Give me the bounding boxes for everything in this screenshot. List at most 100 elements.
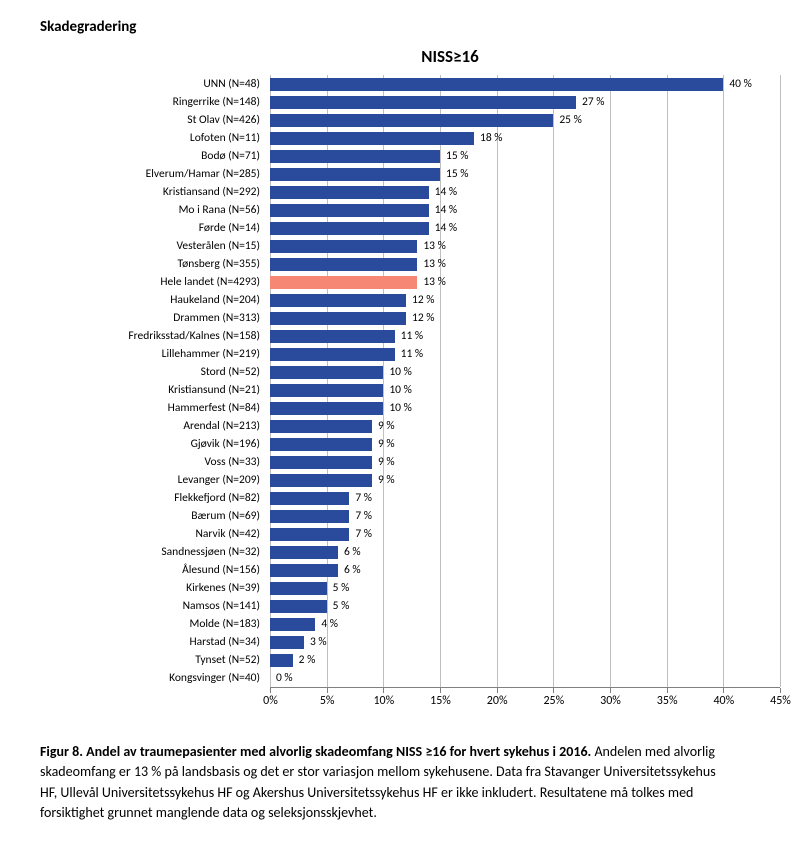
bar (270, 654, 293, 667)
bar-value-label: 7 % (355, 525, 372, 543)
bar (270, 294, 406, 307)
bar-value-label: 15 % (446, 165, 468, 183)
x-tick-label: 30% (600, 694, 621, 708)
y-axis-label: Gjøvik (N=196) (95, 435, 265, 453)
x-tick: 35% (667, 688, 668, 693)
bar-track: 40 % (270, 75, 780, 93)
x-tick: 30% (610, 688, 611, 693)
y-axis-label: Bodø (N=71) (95, 147, 265, 165)
x-tick-mark (723, 688, 724, 693)
bar-track: 4 % (270, 615, 780, 633)
bar (270, 168, 440, 181)
y-axis-label: Hammerfest (N=84) (95, 399, 265, 417)
chart-row: Lofoten (N=11)18 % (270, 129, 780, 147)
chart-row: St Olav (N=426)25 % (270, 111, 780, 129)
bar (270, 474, 372, 487)
chart-row: Voss (N=33)9 % (270, 453, 780, 471)
chart-title: NISS≥16 (100, 46, 800, 67)
bar (270, 312, 406, 325)
y-axis-label: St Olav (N=426) (95, 111, 265, 129)
y-axis-label: Namsos (N=141) (95, 597, 265, 615)
bar-track: 27 % (270, 93, 780, 111)
bar-value-label: 5 % (333, 579, 350, 597)
bar-value-label: 6 % (344, 561, 361, 579)
x-tick-mark (553, 688, 554, 693)
bar (270, 600, 327, 613)
bar-value-label: 14 % (435, 201, 457, 219)
x-tick-label: 35% (657, 694, 678, 708)
chart-row: UNN (N=48)40 % (270, 75, 780, 93)
bar-track: 14 % (270, 201, 780, 219)
bar-track: 13 % (270, 255, 780, 273)
chart-row: Narvik (N=42)7 % (270, 525, 780, 543)
grid-line (780, 75, 781, 687)
chart-row: Bodø (N=71)15 % (270, 147, 780, 165)
bar-track: 14 % (270, 219, 780, 237)
bar-value-label: 13 % (423, 237, 445, 255)
bar (270, 582, 327, 595)
chart-x-axis: 0%5%10%15%20%25%30%35%40%45% (270, 687, 780, 716)
y-axis-label: UNN (N=48) (95, 75, 265, 93)
bar (270, 222, 429, 235)
y-axis-label: Levanger (N=209) (95, 471, 265, 489)
bar-value-label: 11 % (401, 327, 423, 345)
bar-value-label: 27 % (582, 93, 604, 111)
bar-value-label: 12 % (412, 291, 434, 309)
chart-row: Ålesund (N=156)6 % (270, 561, 780, 579)
x-tick: 20% (497, 688, 498, 693)
x-tick-label: 45% (770, 694, 791, 708)
y-axis-label: Haukeland (N=204) (95, 291, 265, 309)
chart-row: Fredriksstad/Kalnes (N=158)11 % (270, 327, 780, 345)
bar-track: 12 % (270, 309, 780, 327)
chart-row: Kongsvinger (N=40)0 % (270, 669, 780, 687)
chart-row: Kristiansand (N=292)14 % (270, 183, 780, 201)
y-axis-label: Vesterålen (N=15) (95, 237, 265, 255)
bar (270, 402, 383, 415)
bar (270, 258, 417, 271)
bar-value-label: 6 % (344, 543, 361, 561)
y-axis-label: Sandnessjøen (N=32) (95, 543, 265, 561)
y-axis-label: Kongsvinger (N=40) (95, 669, 265, 687)
bar-value-label: 25 % (559, 111, 581, 129)
bar (270, 114, 553, 127)
bar-track: 10 % (270, 363, 780, 381)
chart-row: Harstad (N=34)3 % (270, 633, 780, 651)
x-tick-mark (270, 688, 271, 693)
bar (270, 438, 372, 451)
y-axis-label: Narvik (N=42) (95, 525, 265, 543)
bar-value-label: 10 % (389, 381, 411, 399)
bar-value-label: 9 % (378, 417, 395, 435)
y-axis-label: Drammen (N=313) (95, 309, 265, 327)
y-axis-label: Voss (N=33) (95, 453, 265, 471)
bar-value-label: 12 % (412, 309, 434, 327)
chart-row: Vesterålen (N=15)13 % (270, 237, 780, 255)
bar-track: 5 % (270, 597, 780, 615)
bar (270, 528, 349, 541)
bar (270, 420, 372, 433)
y-axis-label: Tønsberg (N=355) (95, 255, 265, 273)
bar (270, 240, 417, 253)
bar-highlight (270, 276, 417, 289)
bar (270, 186, 429, 199)
y-axis-label: Kirkenes (N=39) (95, 579, 265, 597)
y-axis-label: Molde (N=183) (95, 615, 265, 633)
bar-track: 12 % (270, 291, 780, 309)
x-tick: 5% (327, 688, 328, 693)
bar-value-label: 7 % (355, 507, 372, 525)
x-tick-mark (780, 688, 781, 693)
bar-track: 7 % (270, 525, 780, 543)
bar (270, 96, 576, 109)
x-tick-mark (497, 688, 498, 693)
y-axis-label: Tynset (N=52) (95, 651, 265, 669)
bar-value-label: 15 % (446, 147, 468, 165)
y-axis-label: Flekkefjord (N=82) (95, 489, 265, 507)
bar (270, 78, 723, 91)
bar (270, 456, 372, 469)
bar-track: 9 % (270, 471, 780, 489)
y-axis-label: Stord (N=52) (95, 363, 265, 381)
bar (270, 636, 304, 649)
y-axis-label: Ålesund (N=156) (95, 561, 265, 579)
chart-row: Molde (N=183)4 % (270, 615, 780, 633)
y-axis-label: Førde (N=14) (95, 219, 265, 237)
bar (270, 492, 349, 505)
